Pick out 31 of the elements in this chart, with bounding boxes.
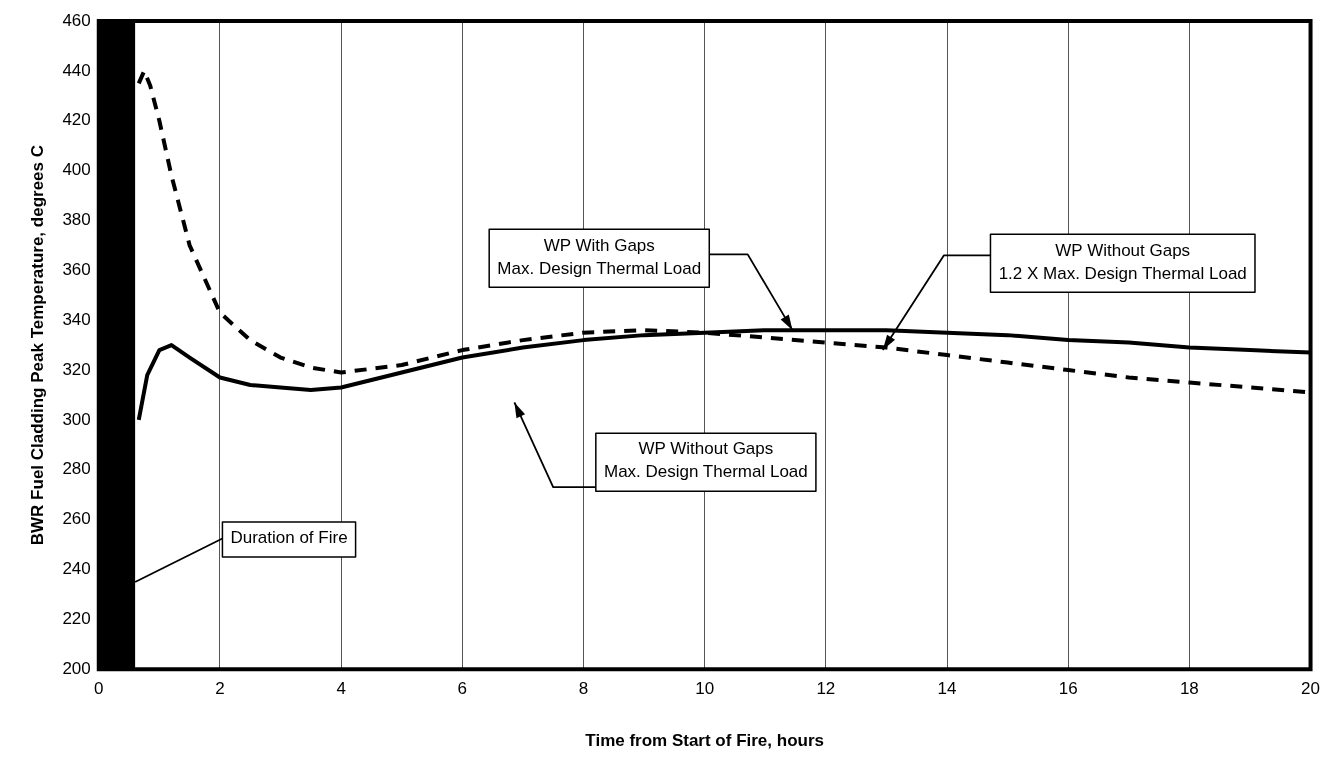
x-tick-label: 2 — [215, 679, 225, 699]
x-tick-label: 4 — [336, 679, 346, 699]
x-tick-label: 14 — [937, 679, 957, 699]
x-tick-label: 16 — [1058, 679, 1078, 699]
y-tick-label: 400 — [62, 160, 91, 180]
y-tick-label: 460 — [62, 10, 91, 30]
annotation: WP Without Gaps 1.2 X Max. Design Thermal Load — [998, 240, 1247, 283]
y-tick-label: 220 — [62, 609, 91, 629]
y-tick-label: 320 — [62, 359, 91, 379]
y-tick-label: 360 — [62, 260, 91, 279]
x-tick-label: 6 — [457, 679, 468, 699]
x-tick-label: 18 — [1179, 679, 1199, 699]
annotation: WP Without Gaps Max. Design Thermal Load — [603, 439, 808, 482]
annotation: WP With Gaps Max. Design Thermal Load — [497, 235, 702, 278]
annotation: Duration of Fire — [230, 528, 348, 548]
y-tick-label: 440 — [62, 60, 91, 80]
y-tick-label: 260 — [62, 509, 91, 529]
x-tick-label: 20 — [1301, 679, 1321, 699]
x-tick-label: 10 — [695, 679, 715, 699]
x-tick-label: 0 — [94, 679, 104, 699]
y-tick-label: 280 — [62, 459, 91, 479]
x-tick-label: 12 — [816, 679, 836, 699]
y-tick-label: 340 — [62, 309, 91, 329]
y-tick-label: 380 — [62, 210, 91, 230]
x-axis-title: Time from Start of Fire, hours — [585, 731, 824, 751]
y-tick-label: 200 — [62, 658, 91, 678]
x-tick-label: 8 — [578, 679, 589, 699]
y-tick-label: 420 — [62, 110, 91, 130]
y-tick-label: 300 — [62, 409, 91, 429]
y-axis-title: BWR Fuel Cladding Peak Temperature, degrees C — [27, 144, 47, 546]
y-tick-label: 240 — [62, 559, 91, 579]
